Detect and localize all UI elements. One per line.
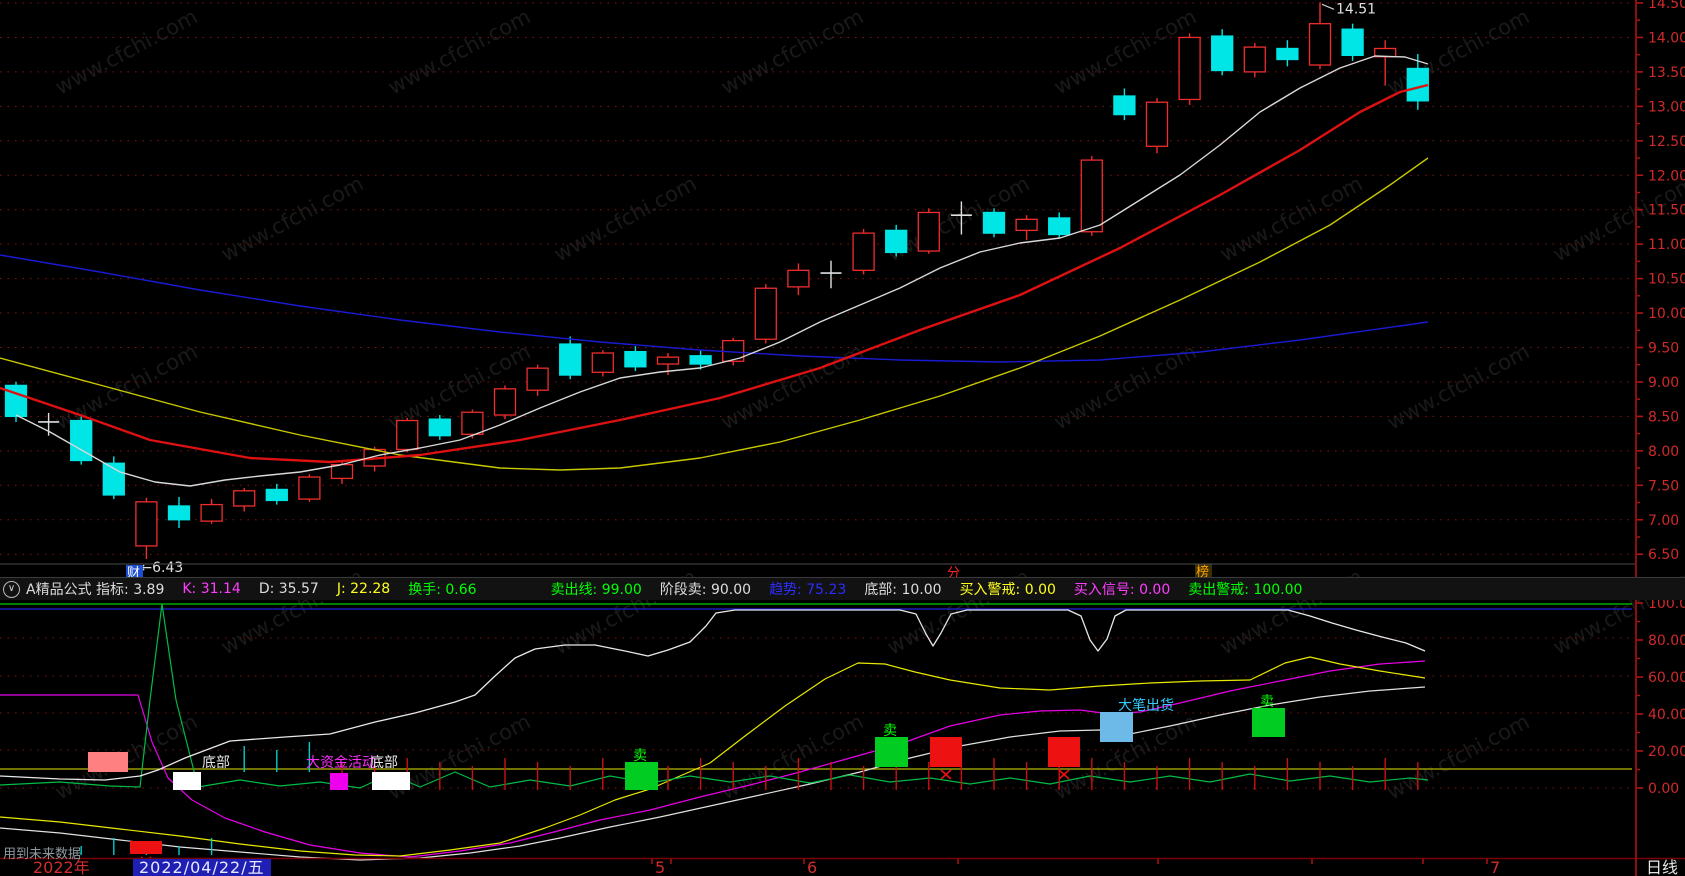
year-label: 2022年 [33,858,90,876]
indicator-reading: 底部: 10.00 [864,582,942,598]
selected-date-box[interactable]: 2022/04/22/五 [133,859,271,876]
svg-text:14.51: 14.51 [1336,1,1376,17]
price-grid: 14.50 14.00 13.50 13.00 12.50 12.00 11.50 11.00… [0,0,1685,563]
month-label: 5 [655,858,666,876]
svg-text:卖: 卖 [633,748,647,764]
svg-text:www.cfchi.com: www.cfchi.com [717,4,867,99]
svg-text:20.00: 20.00 [1648,744,1685,760]
svg-text:www.cfchi.com: www.cfchi.com [1050,4,1200,99]
svg-text:大笔出货: 大笔出货 [1118,697,1174,714]
indicator-reading: D: 35.57 [258,581,319,597]
watermark-layer: www.cfchi.com www.cfchi.com www.cfchi.com w… [51,4,1685,804]
svg-text:9.00: 9.00 [1648,375,1679,391]
svg-text:卖: 卖 [1260,694,1274,710]
svg-text:www.cfchi.com: www.cfchi.com [217,171,367,266]
svg-text:40.00: 40.00 [1648,707,1685,723]
moving-average-lines [0,55,1429,487]
svg-text:6.50: 6.50 [1648,547,1679,563]
svg-text:底部: 底部 [202,755,230,771]
svg-text:10.00: 10.00 [1648,306,1685,322]
svg-text:14.50: 14.50 [1648,0,1685,12]
svg-text:10.50: 10.50 [1648,272,1685,288]
svg-text:www.cfchi.com: www.cfchi.com [1383,709,1533,804]
svg-text:卖: 卖 [883,723,897,739]
indicator-reading: 换手: 0.66 [408,582,477,598]
indicator-reading: 买入信号: 0.00 [1073,582,1171,598]
indicator-reading: 卖出线: 99.00 [550,582,642,598]
svg-text:8.00: 8.00 [1648,444,1679,460]
indicator-reading: 卖出警戒: 100.00 [1188,582,1303,598]
svg-text:www.cfchi.com: www.cfchi.com [384,709,534,804]
svg-text:www.cfchi.com: www.cfchi.com [1383,4,1533,99]
indicator-reading: 买入警戒: 0.00 [959,582,1056,598]
svg-text:100.00: 100.00 [1648,596,1685,612]
svg-text:7.50: 7.50 [1648,478,1679,494]
indicator-grid: 100.00 80.00 60.00 40.00 20.00 0.00 [0,596,1685,797]
svg-text:0.00: 0.00 [1648,781,1679,797]
svg-text:12.50: 12.50 [1648,134,1685,150]
date-axis-bar: 2022年 2022/04/22/五 日线 5 6 7 [0,859,1685,876]
svg-text:11.50: 11.50 [1648,203,1685,219]
svg-text:www.cfchi.com: www.cfchi.com [717,709,867,804]
svg-text:13.00: 13.00 [1648,99,1685,115]
svg-text:60.00: 60.00 [1648,670,1685,686]
svg-text:www.cfchi.com: www.cfchi.com [51,4,201,99]
chevron-down-circle-icon[interactable]: ∨ [3,580,20,598]
indicator-reading: 阶段卖: 90.00 [659,582,752,598]
svg-text:8.50: 8.50 [1648,409,1679,425]
svg-text:←6.43: ←6.43 [140,560,183,576]
period-selector[interactable]: 日线 [1646,858,1679,876]
svg-text:www.cfchi.com: www.cfchi.com [384,4,534,99]
svg-text:12.00: 12.00 [1648,168,1685,184]
month-label: 7 [1490,858,1501,876]
candlestick-series [4,2,1429,560]
future-data-notice: 用到未来数据 [3,847,82,862]
svg-text:www.cfchi.com: www.cfchi.com [1383,339,1533,434]
svg-text:7.00: 7.00 [1648,513,1679,529]
svg-text:14.00: 14.00 [1648,30,1685,46]
svg-text:大资金活动: 大资金活动 [306,755,376,771]
svg-text:www.cfchi.com: www.cfchi.com [550,171,700,266]
svg-text:榜: 榜 [1196,564,1209,580]
indicator-reading: J: 22.28 [336,581,391,597]
svg-text:底部: 底部 [370,755,398,771]
indicator-reading: A精品公式 指标: 3.89 [26,582,165,598]
indicator-reading: 趋势: 75.23 [769,582,847,598]
month-label: 6 [807,858,818,876]
svg-text:80.00: 80.00 [1648,633,1685,649]
indicator-reading: K: 31.14 [182,581,241,597]
indicator-header-bar[interactable]: ∨ A精品公式 指标: 3.89 K: 31.14 D: 35.57 J: 22.28… [0,577,1685,600]
svg-text:11.00: 11.00 [1648,237,1685,253]
svg-text:13.50: 13.50 [1648,65,1685,81]
svg-text:9.50: 9.50 [1648,341,1679,357]
